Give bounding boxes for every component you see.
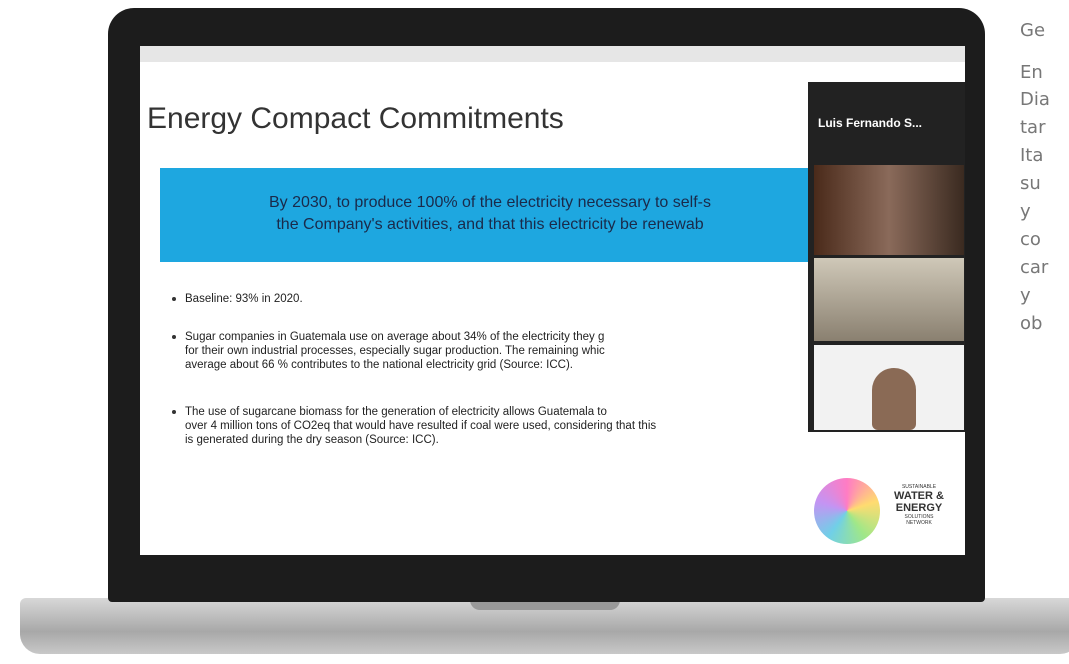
video-header: Luis Fernando S... [818,116,923,130]
logo-circle [814,478,880,544]
browser-bar [140,46,965,62]
side-text: y [1020,201,1031,222]
logo-small: NETWORK [906,520,932,526]
side-text: ob [1020,313,1043,334]
bullet-text: for their own industrial processes, espe… [185,345,605,357]
person [872,368,916,430]
bullet-text: Sugar companies in Guatemala use on aver… [185,331,605,343]
slide-title: Energy Compact Commitments [147,102,564,135]
side-text: Dia [1020,89,1050,110]
bullet-text: average about 66 % contributes to the na… [185,359,574,371]
bullet-text: over 4 million tons of CO2eq that would … [185,420,657,432]
video-tile [814,258,964,341]
side-text: y [1020,285,1031,306]
bullet-dot [172,335,176,339]
bullet-text: is generated during the dry season (Sour… [185,434,439,446]
side-text: En [1020,62,1043,83]
side-text: co [1020,229,1041,250]
side-text: tar [1020,117,1046,138]
bullet-dot [172,297,176,301]
highlight-line: the Company's activities, and that this … [276,216,704,233]
video-tile [814,165,964,255]
side-text: Ge [1020,20,1046,41]
logo-main: ENERGY [895,502,943,514]
logo-main: WATER & [894,490,944,502]
bullet-text: Baseline: 93% in 2020. [185,293,303,305]
side-text: Ita [1020,145,1044,166]
bullet-dot [172,410,176,414]
highlight-box: By 2030, to produce 100% of the electric… [160,168,820,262]
highlight-line: By 2030, to produce 100% of the electric… [268,194,711,211]
logo-text: SUSTAINABLE WATER & ENERGY SOLUTIONS NET… [884,484,954,526]
logo-small: SOLUTIONS [904,514,934,520]
side-text: su [1020,173,1041,194]
side-text: car [1020,257,1049,278]
logo-small: SUSTAINABLE [901,484,937,490]
bullet-text: The use of sugarcane biomass for the gen… [185,406,607,418]
